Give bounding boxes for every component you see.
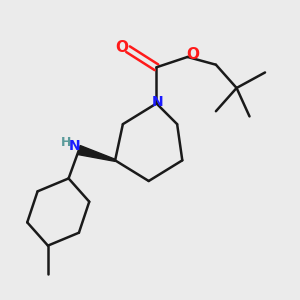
Polygon shape bbox=[78, 146, 116, 161]
Text: O: O bbox=[186, 47, 199, 62]
Text: O: O bbox=[115, 40, 128, 55]
Text: H: H bbox=[61, 136, 72, 149]
Text: N: N bbox=[152, 95, 164, 109]
Text: N: N bbox=[69, 139, 81, 153]
